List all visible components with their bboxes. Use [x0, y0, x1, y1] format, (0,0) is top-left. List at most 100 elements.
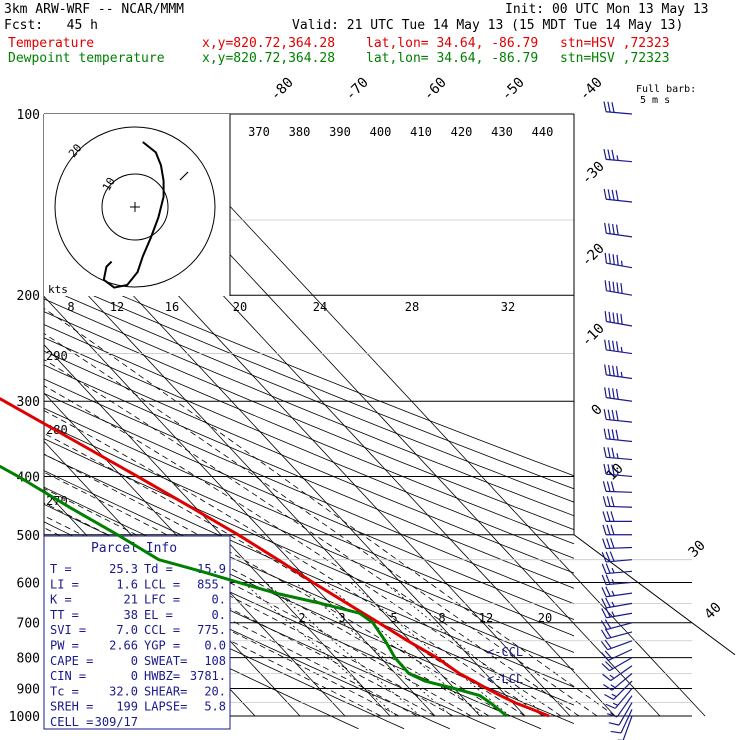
wind-barb	[602, 511, 632, 522]
wind-barb-staff	[610, 665, 633, 682]
wind-barb-staff	[606, 456, 633, 461]
wind-barb-flag	[601, 608, 607, 619]
wind-barb-flag	[605, 597, 611, 608]
model-title: 3km ARW-WRF -- NCAR/MMM	[4, 2, 185, 17]
dry-adiabat-label: 290	[46, 349, 68, 363]
wind-barb-half	[611, 578, 615, 585]
wind-barb-flag	[610, 730, 622, 734]
wind-barb-flag	[604, 280, 607, 291]
wind-barb	[601, 563, 633, 575]
wind-barb-staff	[611, 673, 633, 691]
parcel-label: SREH =	[50, 700, 93, 714]
wind-barb	[603, 409, 633, 423]
moist-adiabat-line	[44, 219, 562, 717]
parcel-label: SHEAR=	[144, 684, 187, 698]
wind-barb-flag	[612, 223, 615, 235]
wind-barb-half	[611, 693, 617, 698]
wind-barb-flag	[605, 607, 611, 618]
parcel-label: LCL =	[144, 577, 180, 591]
wind-barb-staff	[606, 473, 633, 478]
wind-barb-flag	[604, 387, 607, 398]
wetbulb-label: 24	[313, 300, 327, 314]
wind-barb-flag	[603, 188, 607, 200]
wind-barb	[604, 680, 633, 701]
mixing-ratio-label: 12	[479, 611, 493, 625]
parcel-value: 20.	[204, 684, 226, 698]
wind-barb-flag	[602, 481, 607, 492]
wind-barb-half	[620, 371, 623, 378]
pressure-label-100: 100	[17, 108, 40, 123]
theta-e-label: 430	[491, 125, 513, 139]
wind-barb-flag	[604, 252, 607, 264]
isotherm-label: -70	[343, 75, 372, 104]
parcel-value: 0.	[212, 608, 226, 622]
parcel-value: 309/17	[95, 715, 138, 729]
wind-barb-flag	[615, 388, 619, 400]
wind-barb	[604, 339, 633, 355]
wind-barb	[617, 715, 633, 740]
dry-adiabat-line	[44, 286, 574, 503]
wind-barb-flag	[604, 619, 612, 629]
wind-barb	[603, 188, 633, 203]
wind-barb-half	[610, 684, 616, 689]
pressure-label-800: 800	[17, 652, 40, 667]
isotherm-label: -80	[268, 75, 297, 104]
wetbulb-label: 32	[501, 300, 515, 314]
parcel-value: 2.66	[109, 639, 138, 653]
theta-e-label: 380	[289, 125, 311, 139]
wind-barb-staff	[606, 570, 633, 575]
wind-barb-flag	[615, 429, 619, 441]
parcel-label: TT =	[50, 608, 79, 622]
wind-barb-staff	[614, 688, 633, 709]
wind-barb-staff	[606, 198, 633, 203]
wind-barb-flag	[607, 149, 611, 160]
theta-e-label: 420	[451, 125, 473, 139]
moist-adiabat-line	[44, 219, 544, 717]
wind-barb-flag	[608, 223, 611, 234]
wind-barb-flag	[604, 339, 607, 351]
wind-barb	[604, 280, 633, 296]
isotherm-label: 10	[604, 461, 627, 484]
dry-adiabat-line	[44, 422, 574, 653]
wind-barb-flag	[602, 511, 607, 522]
wind-barb-flag	[608, 340, 611, 351]
isotherm-label: -60	[421, 75, 450, 104]
wind-barb-flag	[607, 464, 611, 475]
wind-barb	[602, 481, 633, 493]
hodograph-ring-inner	[101, 173, 169, 241]
wind-barb-half	[612, 702, 619, 706]
parcel-label: K =	[50, 593, 72, 607]
wind-barb-staff	[606, 111, 633, 115]
isotherm-line	[143, 114, 706, 717]
parcel-value: 21	[124, 593, 138, 607]
dry-adiabat-line	[44, 311, 574, 531]
wind-barb-flag	[603, 683, 613, 691]
dry-adiabat-line	[44, 273, 574, 490]
isotherm-label: -20	[579, 241, 608, 270]
wind-barb-flag	[606, 538, 611, 549]
parcel-label: LAPSE=	[144, 700, 187, 714]
parcel-label: YGP =	[144, 639, 180, 653]
wind-barb-half	[620, 346, 623, 353]
wind-barb-flag	[604, 639, 612, 649]
wind-barb	[601, 586, 633, 598]
temperature-xy: x,y=820.72,364.28	[202, 36, 336, 51]
wind-barb-flag	[611, 189, 615, 201]
mixing-ratio-line	[350, 582, 511, 717]
lcl-annotation: <-LCL	[487, 672, 523, 686]
parcel-label: CELL =	[50, 715, 93, 729]
dry-adiabat-line	[44, 378, 574, 605]
moist-adiabat-line	[44, 219, 418, 717]
wind-barb	[604, 387, 633, 402]
wind-barb-flag	[608, 311, 611, 323]
theta-e-label: 370	[248, 125, 270, 139]
wind-barb-flag	[601, 598, 607, 609]
wind-barb-staff	[605, 546, 633, 550]
wind-barb-flag	[612, 388, 615, 399]
wind-barb-flag	[601, 663, 610, 672]
wind-barb-flag	[615, 190, 619, 201]
wind-barb-flag	[608, 280, 611, 292]
wind-barb-flag	[607, 447, 611, 458]
